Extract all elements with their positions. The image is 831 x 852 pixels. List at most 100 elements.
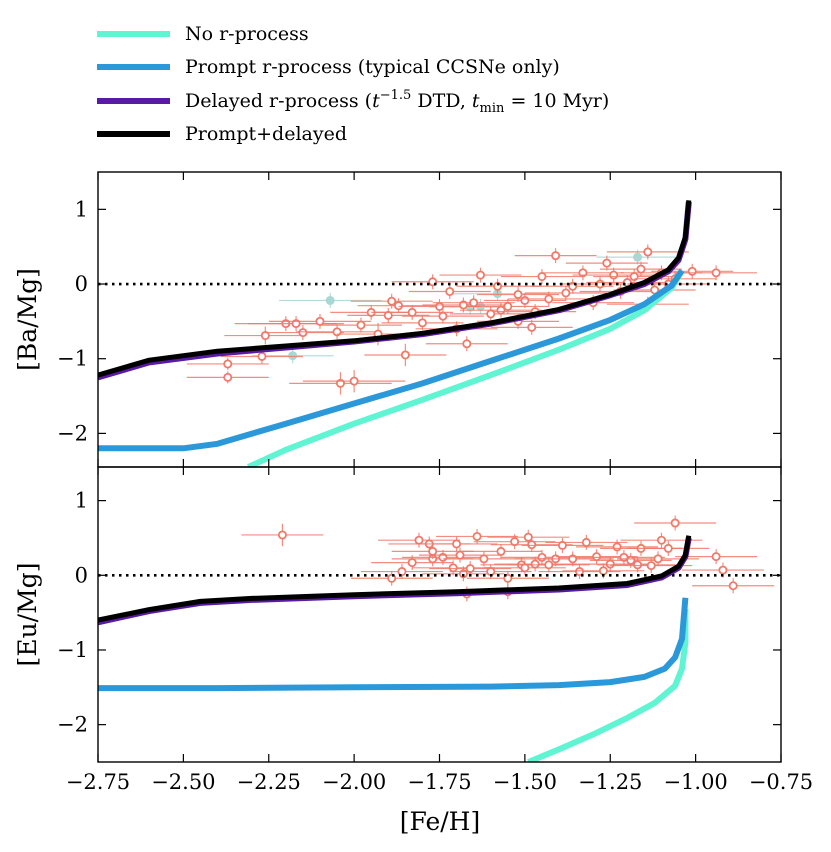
observation-point — [562, 563, 645, 579]
observation-point — [378, 532, 460, 548]
y-tick-label: −2 — [57, 421, 88, 445]
observation-marker — [417, 318, 427, 328]
observation-point — [675, 549, 758, 565]
x-tick-label: −1.00 — [663, 770, 727, 794]
observation-alt-point — [278, 292, 382, 308]
observation-point — [483, 560, 566, 576]
observation-marker — [653, 554, 663, 564]
observation-marker — [510, 537, 520, 547]
legend-label-no-r: No r-process — [185, 23, 309, 45]
observation-point — [442, 551, 525, 567]
observation-point — [606, 244, 689, 260]
y-tick-label: 1 — [75, 489, 88, 513]
observation-marker — [711, 552, 721, 562]
observation-marker — [452, 539, 462, 549]
observation-point — [490, 319, 573, 335]
observation-marker — [527, 540, 537, 550]
observation-marker — [462, 339, 472, 349]
observation-marker — [407, 558, 417, 568]
observation-marker — [670, 518, 680, 528]
observation-point — [220, 349, 303, 364]
observation-marker — [633, 560, 643, 570]
y-tick-label: 0 — [75, 272, 88, 296]
observation-marker — [605, 559, 615, 569]
observation-point — [500, 269, 583, 285]
observation-point — [350, 293, 433, 309]
y-tick-label: 1 — [75, 197, 88, 221]
y-axis-label: [Ba/Mg] — [13, 268, 42, 371]
legend-label-delayed: Delayed r-process (t−1.5 DTD, tmin = 10 … — [185, 88, 609, 116]
observation-point — [261, 325, 344, 341]
observation-marker — [298, 328, 308, 338]
observation-point — [381, 315, 464, 331]
observation-point — [401, 308, 484, 324]
legend-label-combined: Prompt+delayed — [185, 123, 347, 145]
observation-marker — [434, 301, 444, 311]
observation-point — [459, 543, 542, 559]
observation-point — [596, 557, 679, 573]
x-tick-label: −1.75 — [407, 770, 471, 794]
observation-marker — [383, 310, 393, 320]
observation-point — [634, 515, 717, 531]
observation-marker — [602, 258, 612, 268]
x-tick-label: −0.75 — [749, 770, 813, 794]
observation-point — [319, 317, 402, 333]
x-tick-label: −2.50 — [151, 770, 215, 794]
observation-point — [408, 284, 491, 299]
observation-point — [494, 556, 577, 572]
observation-point — [422, 297, 505, 313]
observation-point — [241, 523, 324, 547]
observation-marker — [557, 540, 567, 550]
observation-point — [675, 265, 758, 281]
legend-delayed-subscript: min — [480, 101, 505, 116]
observation-point — [364, 343, 447, 367]
observation-marker — [592, 552, 602, 562]
plot-frame — [97, 171, 782, 468]
observation-marker — [520, 295, 530, 305]
legend-delayed-exponent: −1.5 — [380, 88, 412, 103]
observation-marker — [428, 546, 438, 556]
observation-marker — [315, 316, 325, 326]
observation-marker — [407, 307, 417, 317]
series-prompt — [98, 268, 685, 452]
observation-point — [565, 255, 648, 271]
observation-point — [627, 540, 710, 556]
observation-marker — [496, 305, 506, 315]
observation-point — [466, 570, 549, 586]
plot-frame — [97, 466, 782, 763]
legend-delayed-part-2: DTD, — [411, 90, 472, 112]
observation-marker — [223, 359, 233, 369]
plot-area — [98, 200, 781, 467]
legend-delayed-t: t — [372, 90, 380, 112]
observation-marker — [527, 322, 537, 332]
observation-marker — [646, 561, 656, 571]
observation-marker — [257, 351, 267, 361]
observation-marker — [496, 546, 506, 556]
series-combined — [98, 200, 692, 378]
observation-marker — [445, 286, 455, 296]
observation-marker — [260, 331, 270, 341]
observation-marker — [438, 311, 448, 321]
observation-marker — [277, 530, 287, 540]
panel-ba-mg: 1 0 −1 −2 [Ba/Mg] — [13, 171, 782, 468]
observation-point — [224, 326, 307, 345]
observation-marker — [728, 581, 738, 591]
legend: No r-process Prompt r-process (typical C… — [97, 23, 609, 145]
observation-point — [507, 291, 590, 307]
observation-marker — [643, 247, 653, 257]
observation-marker — [523, 532, 533, 542]
observation-marker — [575, 567, 585, 577]
observation-alt-marker — [325, 295, 335, 305]
observation-point — [521, 537, 604, 553]
observation-marker — [394, 301, 404, 311]
observation-marker — [537, 272, 547, 282]
observation-point — [681, 562, 764, 578]
y-tick-label: 0 — [75, 563, 88, 587]
observation-marker — [387, 296, 397, 306]
observation-point — [429, 561, 512, 577]
observation-point — [524, 285, 607, 301]
observation-point — [507, 557, 590, 573]
observation-point — [350, 570, 433, 586]
observation-point — [391, 274, 474, 290]
